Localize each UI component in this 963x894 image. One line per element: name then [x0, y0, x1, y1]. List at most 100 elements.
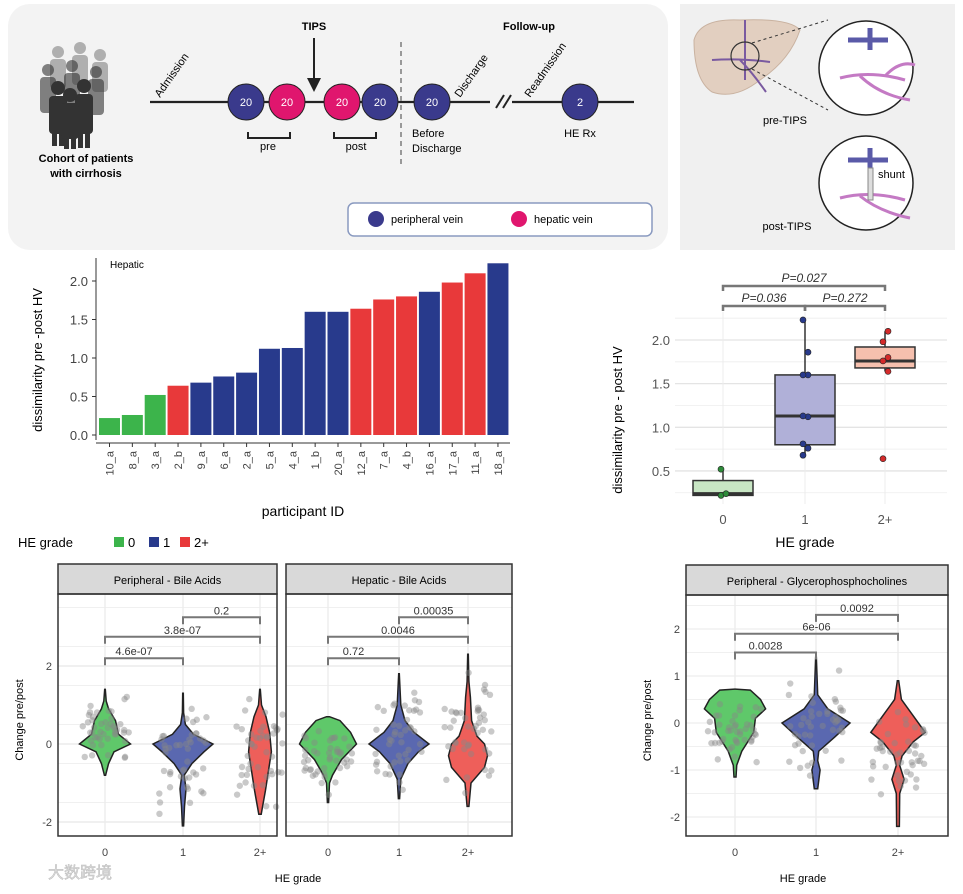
jitter-point [481, 716, 488, 724]
jitter-point [160, 767, 168, 775]
jitter-point [725, 724, 733, 731]
jitter-point [102, 719, 109, 726]
jitter-point [816, 710, 823, 718]
jitter-point [829, 716, 837, 723]
jitter-point [156, 799, 164, 806]
x-tick-label: 9_a [196, 450, 208, 469]
p-value-label: 0.0028 [749, 641, 783, 653]
jitter-point [121, 754, 129, 761]
jitter-point [418, 748, 425, 755]
jitter-point [725, 727, 732, 735]
legend-label-0: 0 [128, 535, 135, 550]
x-tick-label: 18_a [493, 450, 505, 475]
jitter-point [104, 735, 111, 742]
jitter-point [311, 739, 318, 746]
jitter-point [382, 770, 389, 778]
significance-bracket [327, 657, 400, 666]
legend-swatch-0 [114, 537, 124, 547]
jitter-point [911, 724, 919, 731]
box-1 [774, 374, 836, 446]
jitter-point [108, 708, 115, 715]
jitter-point [720, 735, 727, 743]
jitter-point [186, 774, 193, 781]
jitter-point [798, 721, 805, 729]
jitter-point [836, 727, 843, 735]
jitter-point [831, 695, 839, 703]
shunt-label: shunt [878, 169, 905, 181]
jitter-point [122, 738, 129, 745]
x-tick-label: 6_a [219, 450, 231, 469]
bar-12_a [350, 308, 372, 435]
x-tick-label: 10_a [105, 450, 117, 475]
jitter-point [910, 742, 918, 749]
jitter-point [711, 739, 719, 747]
jitter-point [325, 791, 332, 798]
bar-1_b [304, 311, 326, 435]
jitter-point [876, 718, 883, 725]
jitter-point [731, 723, 739, 730]
x-tick-label: 1_b [310, 451, 322, 469]
bar-2_a [236, 372, 258, 435]
violin-panel-3: Peripheral - Glycerophosphocholines 0.009… [642, 564, 949, 859]
jitter-point [105, 707, 112, 714]
bar-10_a [99, 418, 120, 435]
jitter-point [242, 779, 249, 786]
jitter-point [278, 769, 285, 776]
jitter-point [190, 769, 197, 776]
data-point [722, 490, 730, 497]
jitter-point [711, 729, 718, 736]
jitter-point [415, 698, 423, 706]
jitter-point [787, 723, 794, 730]
jitter-point [180, 766, 188, 773]
jitter-point [800, 715, 807, 722]
jitter-point [314, 768, 321, 775]
jitter-point [470, 725, 478, 733]
bar-title: Hepatic [110, 260, 144, 271]
jitter-point [348, 750, 356, 757]
jitter-point [809, 759, 816, 767]
jitter-point [832, 698, 840, 705]
jitter-point [727, 727, 734, 734]
jitter-point [84, 719, 92, 726]
hepatic-vein-swatch [511, 211, 527, 227]
jitter-point [321, 773, 328, 781]
jitter-point [98, 741, 105, 749]
jitter-point [897, 783, 904, 790]
jitter-point [801, 731, 809, 738]
jitter-point [372, 761, 380, 768]
jitter-point [462, 714, 469, 722]
jitter-point [390, 721, 397, 728]
jitter-point [824, 710, 831, 718]
jitter-point [161, 742, 168, 749]
jitter-point [876, 744, 884, 752]
jitter-point [183, 715, 190, 722]
jitter-point [263, 734, 271, 741]
bar-4_a [281, 347, 303, 435]
jitter-point [879, 747, 886, 755]
jitter-point [412, 706, 420, 713]
jitter-point [390, 701, 397, 709]
jitter-point [89, 742, 97, 749]
jitter-point [757, 705, 765, 713]
jitter-point [337, 750, 344, 758]
jitter-point [321, 770, 328, 777]
jitter-point [192, 730, 200, 737]
jitter-point [90, 724, 98, 731]
x-tick-label: 1 [813, 847, 819, 859]
y-tick-label: 1.0 [652, 420, 670, 435]
significance-bracket [721, 304, 807, 311]
bar-4_b [396, 296, 418, 435]
arrow-down-icon [307, 78, 321, 92]
jitter-point [88, 729, 96, 737]
x-tick-label: 2+ [254, 847, 267, 859]
jitter-point [200, 765, 207, 772]
jitter-point [747, 722, 754, 729]
jitter-point [868, 776, 875, 783]
jitter-point [903, 721, 910, 728]
jitter-point [341, 759, 348, 766]
jitter-point [804, 762, 811, 769]
bar-ylabel: dissimilarity pre -post HV [30, 288, 45, 432]
jitter-point [183, 783, 191, 791]
jitter-point [901, 777, 909, 784]
facet-strip-label: Hepatic - Bile Acids [352, 575, 447, 587]
